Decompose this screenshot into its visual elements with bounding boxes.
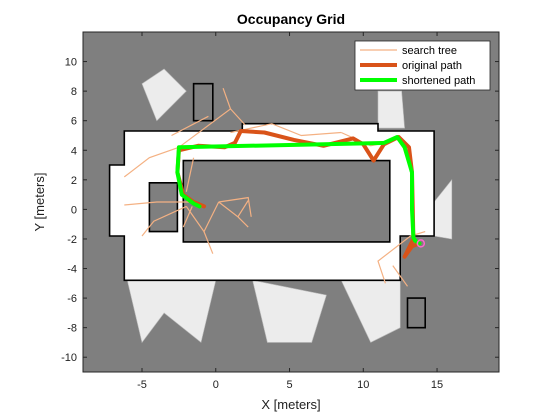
search-tree-branch (392, 265, 408, 287)
y-tick-label: 4 (71, 145, 77, 157)
obstacle-center (182, 159, 391, 243)
search-tree-branch (237, 200, 249, 218)
y-tick-label: -8 (67, 323, 77, 335)
legend-label-search-tree: search tree (402, 45, 457, 57)
search-tree-branch (230, 123, 342, 137)
search-tree-branch (218, 196, 252, 217)
legend: search tree original path shortened path (354, 40, 491, 91)
y-tick-label: 2 (71, 175, 77, 187)
axes-box (82, 31, 500, 373)
goal-marker (416, 239, 426, 248)
x-axis: -5 0 5 10 15 (137, 32, 443, 391)
y-tick-label: 10 (65, 57, 77, 69)
free-fan-top-left (141, 68, 187, 122)
shortened-path-line (175, 135, 422, 246)
x-tick-label: -5 (137, 379, 147, 391)
search-tree-branch (377, 235, 411, 284)
obstacle-block-bottom-right (406, 297, 427, 329)
y-tick-label: -10 (61, 352, 77, 364)
y-axis-label: Y [meters] (32, 172, 47, 231)
y-axis: -10 -8 -6 -4 -2 0 2 4 6 8 10 (61, 57, 499, 364)
search-tree-branch (222, 87, 232, 110)
y-tick-label: 6 (71, 116, 77, 128)
x-tick-label: 15 (431, 379, 443, 391)
x-tick-label: 0 (213, 379, 219, 391)
search-tree-branch (124, 201, 190, 206)
free-fan-bottom-mid (252, 279, 327, 343)
y-tick-label: -4 (67, 264, 77, 276)
y-tick-label: 0 (71, 204, 77, 216)
search-tree-branch (123, 146, 180, 178)
search-tree-branch (171, 115, 209, 137)
y-tick-label: -2 (67, 234, 77, 246)
x-axis-label: X [meters] (261, 397, 320, 412)
chart-title: Occupancy Grid (237, 11, 345, 27)
free-fan-top-right (377, 90, 405, 129)
x-tick-label: 10 (357, 379, 369, 391)
y-tick-label: 8 (71, 86, 77, 98)
obstacle-block-top-left (192, 82, 214, 122)
search-tree-branch (182, 206, 193, 228)
occupancy-map (108, 68, 453, 344)
obstacle-room-left (148, 182, 179, 233)
y-tick-label: -6 (67, 293, 77, 305)
legend-label-original-path: original path (402, 60, 462, 72)
search-tree-branch (141, 205, 187, 237)
x-tick-label: 5 (286, 379, 292, 391)
path-layer (175, 129, 426, 259)
search-tree-branch (203, 231, 214, 254)
search-tree-branch (185, 157, 195, 192)
legend-label-shortened-path: shortened path (402, 75, 475, 87)
